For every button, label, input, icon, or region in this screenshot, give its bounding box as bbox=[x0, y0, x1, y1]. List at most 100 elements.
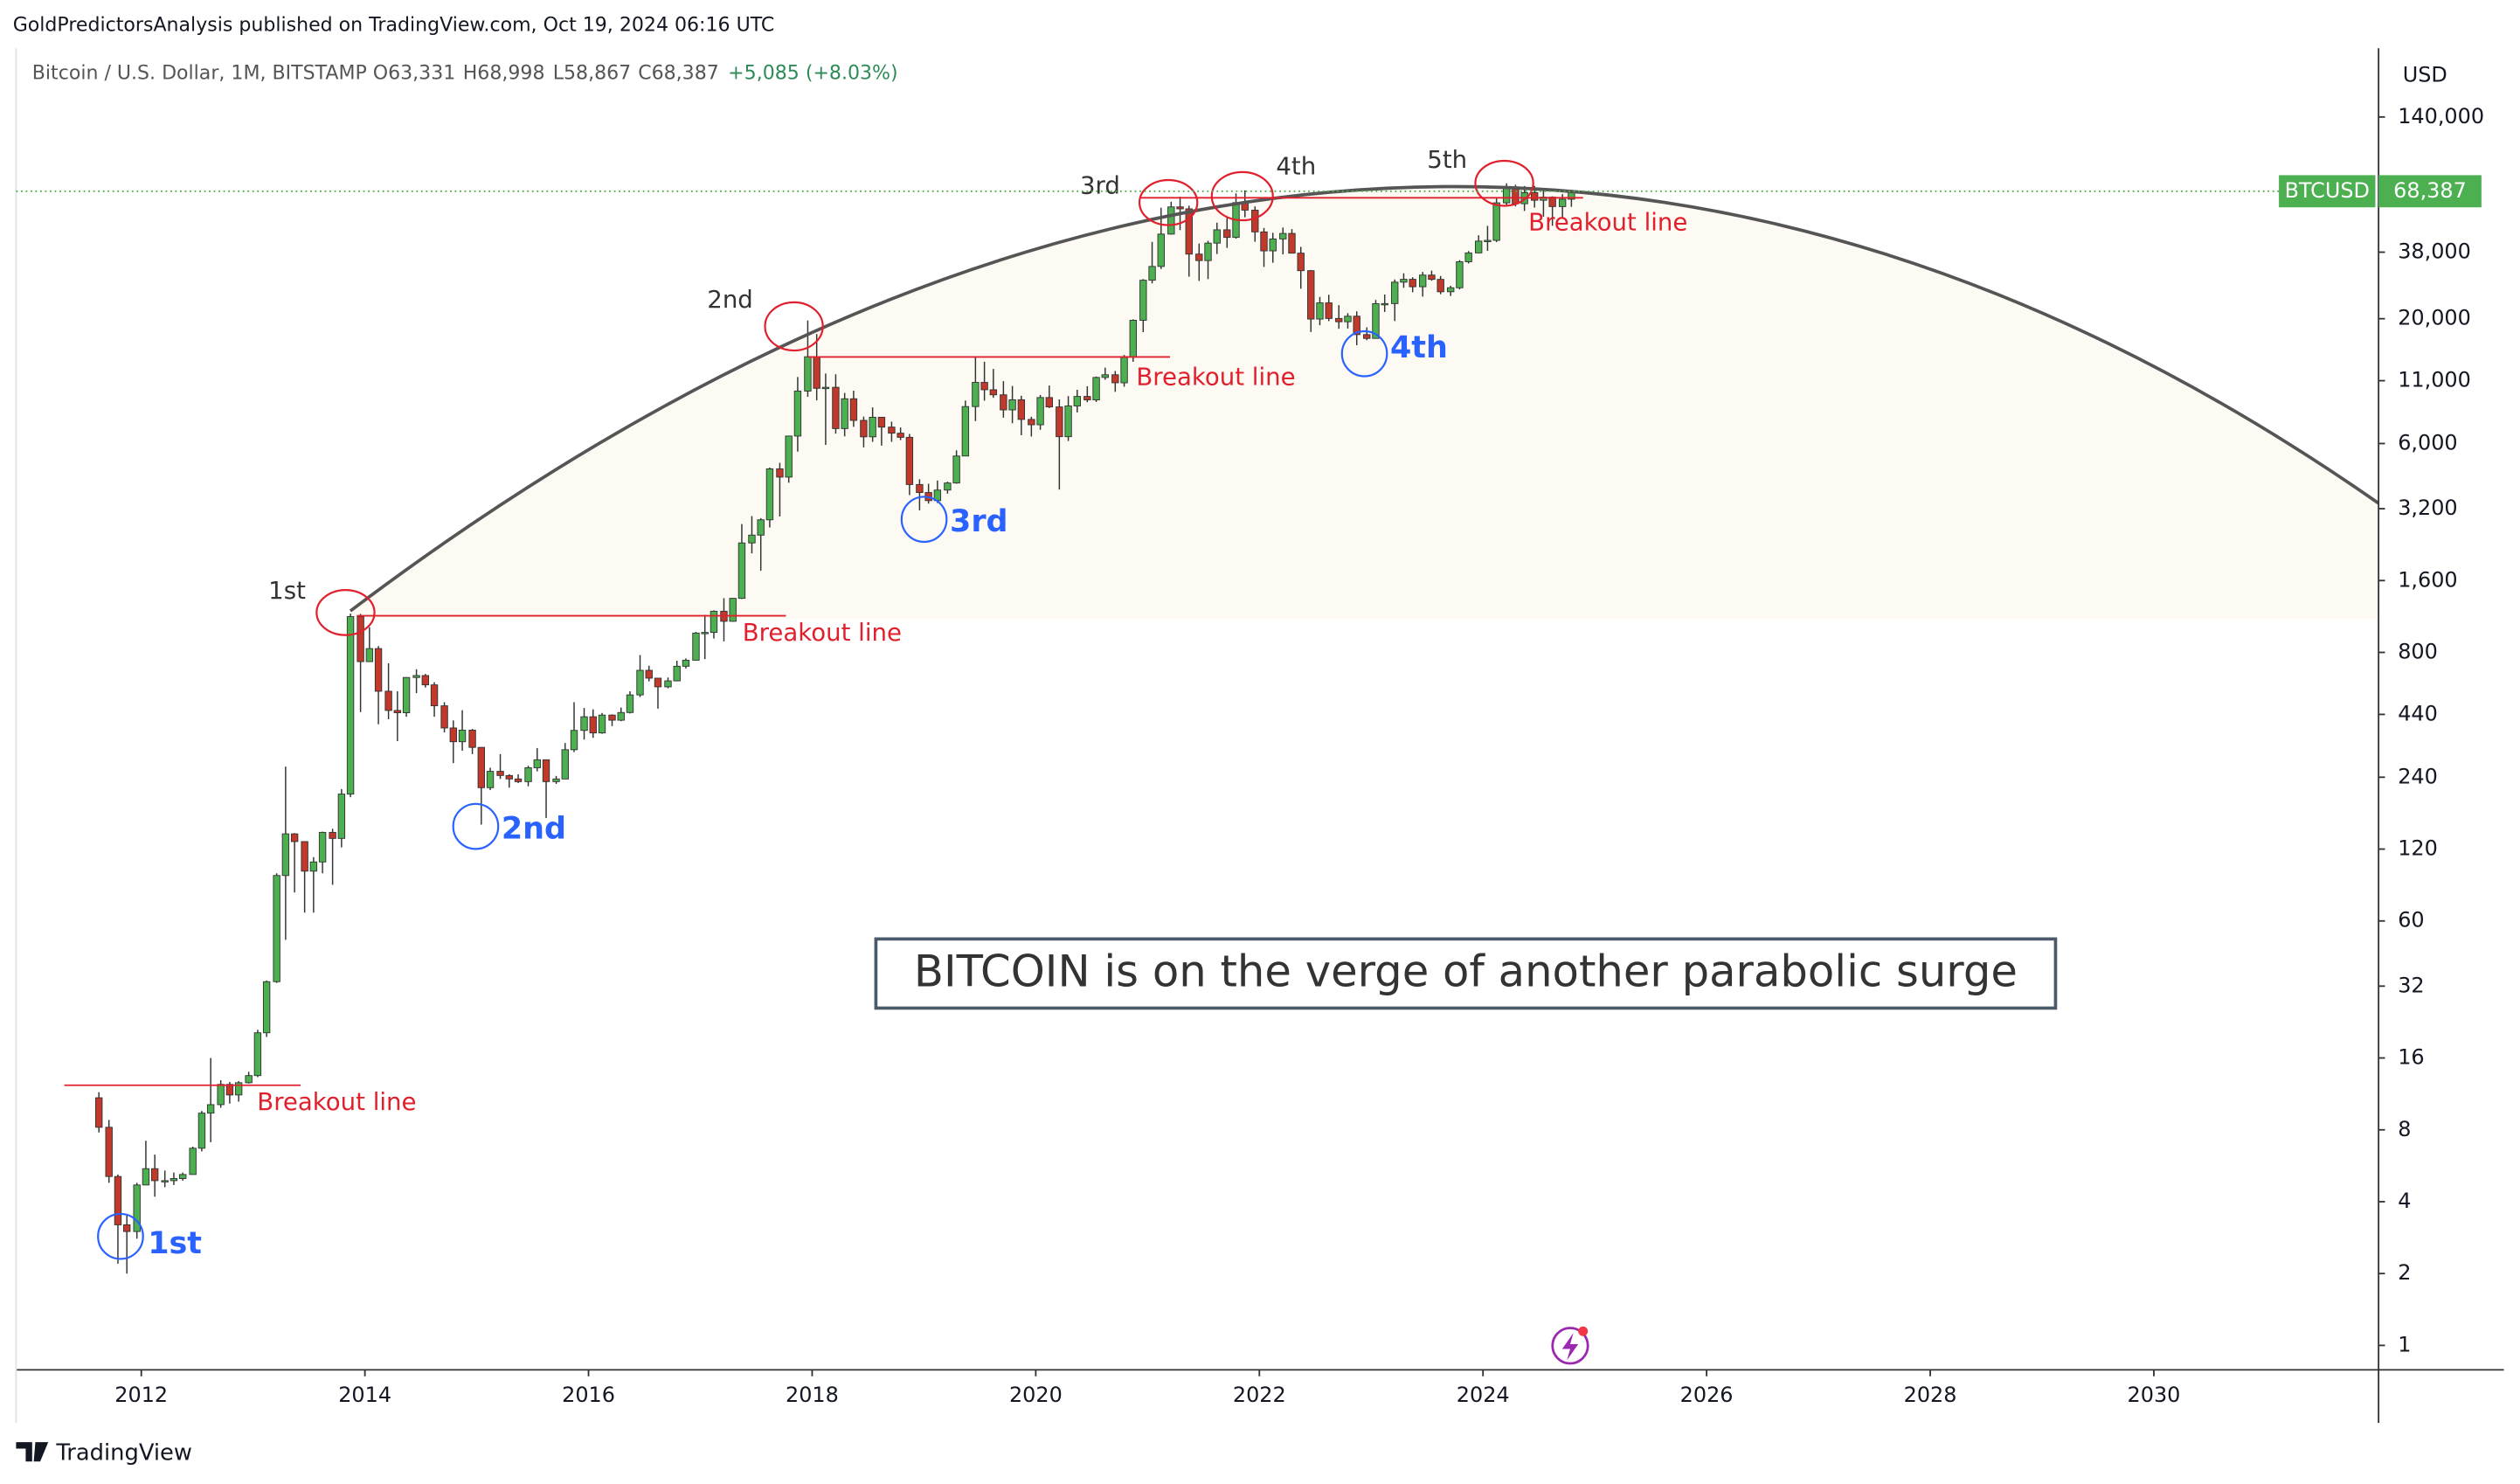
candle-body bbox=[458, 729, 467, 743]
candle-body bbox=[346, 616, 355, 795]
candle-body bbox=[877, 416, 886, 428]
y-tick-label: 20,000 bbox=[2398, 306, 2471, 330]
candle-body bbox=[533, 759, 541, 768]
price-tag-value: 68,387 bbox=[2393, 178, 2467, 203]
candle-body bbox=[989, 389, 998, 396]
candle-body bbox=[1017, 399, 1026, 420]
breakout-label: Breakout line bbox=[743, 618, 902, 647]
candle-body bbox=[1502, 186, 1511, 204]
y-tick-label: 1 bbox=[2398, 1332, 2411, 1356]
event-bolt bbox=[1561, 1333, 1579, 1361]
candle-body bbox=[1092, 377, 1100, 401]
candle-body bbox=[580, 716, 588, 732]
curve-fill bbox=[350, 186, 2379, 620]
candle-body bbox=[701, 632, 709, 635]
candle-body bbox=[1363, 334, 1371, 339]
candle-body bbox=[682, 659, 690, 667]
ohlc-close: C68,387 bbox=[638, 63, 719, 85]
candle-body bbox=[821, 386, 830, 390]
peak-ellipse bbox=[1474, 159, 1534, 207]
y-tick-label: 120 bbox=[2398, 836, 2438, 861]
candle-body bbox=[1008, 399, 1016, 411]
candle-body bbox=[1279, 232, 1287, 239]
x-tick-label: 2026 bbox=[1680, 1383, 1734, 1407]
ohlc-open: O63,331 bbox=[373, 63, 456, 85]
candle-body bbox=[421, 675, 430, 686]
candle-body bbox=[1185, 208, 1193, 255]
candle-body bbox=[1148, 266, 1156, 281]
candle-body bbox=[841, 398, 848, 429]
candle-body bbox=[161, 1180, 169, 1182]
candle-body bbox=[729, 598, 737, 622]
candle-body bbox=[273, 875, 280, 982]
peak-ellipse bbox=[1210, 170, 1274, 222]
candle-body bbox=[1195, 253, 1203, 261]
currency: USD bbox=[2403, 62, 2447, 87]
y-tick-label: 800 bbox=[2398, 639, 2438, 663]
candle-body bbox=[206, 1104, 215, 1114]
x-tick-label: 2016 bbox=[562, 1383, 615, 1407]
peak-label: 2nd bbox=[707, 285, 753, 314]
candle-body bbox=[561, 749, 569, 780]
candle-body bbox=[1325, 302, 1333, 319]
event-dot bbox=[1578, 1326, 1589, 1336]
candle-body bbox=[486, 771, 495, 788]
candle-body bbox=[980, 382, 988, 391]
candle-body bbox=[1129, 319, 1137, 358]
candle-body bbox=[412, 675, 420, 678]
candle-body bbox=[1260, 231, 1268, 252]
candle-body bbox=[1428, 274, 1436, 281]
headline-box bbox=[874, 937, 2058, 1010]
candle-body bbox=[1353, 316, 1360, 336]
candle-body bbox=[170, 1178, 178, 1182]
candle-body bbox=[1419, 274, 1427, 288]
candle-body bbox=[1391, 281, 1399, 304]
candle-body bbox=[1101, 374, 1110, 378]
candle-body bbox=[737, 542, 746, 600]
candle-body bbox=[1456, 261, 1464, 288]
candle-body bbox=[765, 468, 774, 521]
y-tick-label: 32 bbox=[2398, 973, 2424, 997]
y-tick-label: 440 bbox=[2398, 701, 2438, 725]
candle-body bbox=[1558, 198, 1567, 207]
candle-body bbox=[1335, 317, 1343, 322]
peak-markers bbox=[315, 159, 1534, 636]
candle-body bbox=[1400, 279, 1408, 283]
candle-body bbox=[1045, 397, 1054, 408]
y-tick-label: 38,000 bbox=[2398, 239, 2471, 264]
candle-body bbox=[1120, 357, 1128, 384]
peak-ellipse bbox=[1138, 178, 1199, 226]
peak-label: 5th bbox=[1427, 145, 1467, 174]
candle-body bbox=[505, 774, 513, 780]
breakout-label: Breakout line bbox=[257, 1087, 416, 1116]
candle-body bbox=[1223, 229, 1231, 239]
x-tick-label: 2012 bbox=[114, 1383, 168, 1407]
candle-body bbox=[1028, 419, 1035, 426]
candle-body bbox=[832, 386, 840, 429]
candle-body bbox=[748, 534, 756, 544]
headline: BITCOIN is on the verge of another parab… bbox=[914, 946, 2018, 996]
candle-body bbox=[757, 519, 765, 536]
trough-circle bbox=[1340, 329, 1388, 378]
candle-body bbox=[1297, 253, 1305, 272]
candle-body bbox=[217, 1084, 225, 1106]
candle-body bbox=[253, 1032, 262, 1077]
trough-label: 4th bbox=[1390, 330, 1448, 365]
candle-body bbox=[617, 711, 625, 721]
candle-body bbox=[357, 616, 364, 662]
candle-body bbox=[290, 833, 299, 843]
candle-body bbox=[514, 778, 523, 782]
candle-body bbox=[122, 1224, 131, 1232]
candle-body bbox=[1111, 374, 1119, 384]
trough-label: 2nd bbox=[502, 811, 566, 846]
candle-body bbox=[1381, 302, 1388, 306]
candle-body bbox=[626, 694, 634, 713]
candle-body bbox=[1139, 280, 1147, 321]
candle-body bbox=[664, 680, 672, 688]
event-icon[interactable] bbox=[1551, 1327, 1589, 1365]
candle-body bbox=[309, 861, 318, 872]
candle-body bbox=[496, 771, 504, 776]
candle-body bbox=[329, 831, 336, 839]
candle-body bbox=[365, 648, 374, 662]
